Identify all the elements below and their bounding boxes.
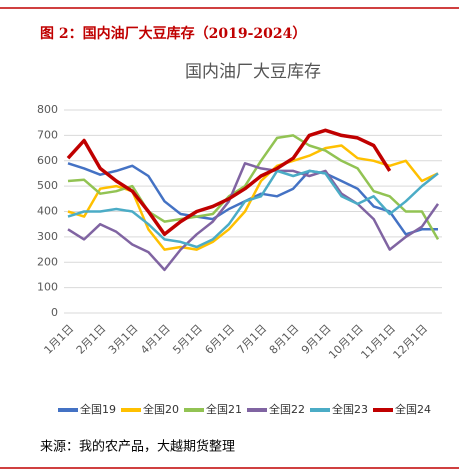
x-tick-label: 1月1日 <box>42 322 77 357</box>
legend-label: 全国20 <box>143 402 179 416</box>
legend-label: 全国22 <box>269 402 305 416</box>
y-tick-label: 100 <box>37 281 58 294</box>
x-tick-label: 7月1日 <box>235 322 270 357</box>
series-line <box>67 134 440 241</box>
series-line <box>66 128 392 237</box>
y-tick-label: 600 <box>37 154 58 167</box>
x-tick-label: 11月1日 <box>358 322 398 362</box>
legend-label: 全国24 <box>395 402 431 416</box>
series-line <box>67 169 439 249</box>
y-tick-label: 300 <box>37 230 58 243</box>
series-line <box>67 162 440 272</box>
x-tick-label: 12月1日 <box>391 322 431 362</box>
x-tick-label: 8月1日 <box>267 322 302 357</box>
legend-label: 全国21 <box>206 402 242 416</box>
source: 来源：我的农产品，大越期货整理 <box>40 439 235 455</box>
chart-title: 国内油厂大豆库存 <box>185 62 321 82</box>
y-tick-label: 400 <box>37 205 58 218</box>
legend-label: 全国23 <box>332 402 368 416</box>
x-tick-label: 5月1日 <box>170 322 205 357</box>
y-tick-label: 800 <box>37 103 58 116</box>
x-tick-label: 6月1日 <box>202 322 237 357</box>
y-tick-label: 0 <box>51 306 58 319</box>
y-tick-label: 500 <box>37 179 58 192</box>
x-tick-label: 4月1日 <box>138 322 173 357</box>
x-tick-label: 10月1日 <box>326 322 366 362</box>
x-tick-label: 3月1日 <box>106 322 141 357</box>
y-tick-label: 200 <box>37 255 58 268</box>
legend-label: 全国19 <box>80 402 116 416</box>
y-tick-label: 700 <box>37 128 58 141</box>
figure-title: 图 2：国内油厂大豆库存（2019-2024） <box>40 25 306 42</box>
x-tick-label: 2月1日 <box>74 322 109 357</box>
